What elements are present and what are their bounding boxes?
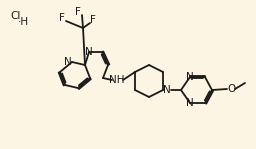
Text: N: N (186, 98, 194, 108)
Text: O: O (227, 84, 235, 94)
Text: N: N (64, 57, 72, 67)
Text: N: N (186, 72, 194, 82)
Text: F: F (59, 13, 65, 23)
Text: F: F (90, 15, 96, 25)
Text: F: F (75, 7, 81, 17)
Text: NH: NH (109, 75, 125, 85)
Text: N: N (163, 85, 171, 95)
Text: ·H: ·H (18, 17, 29, 27)
Text: Cl: Cl (10, 11, 20, 21)
Text: N: N (85, 47, 93, 57)
